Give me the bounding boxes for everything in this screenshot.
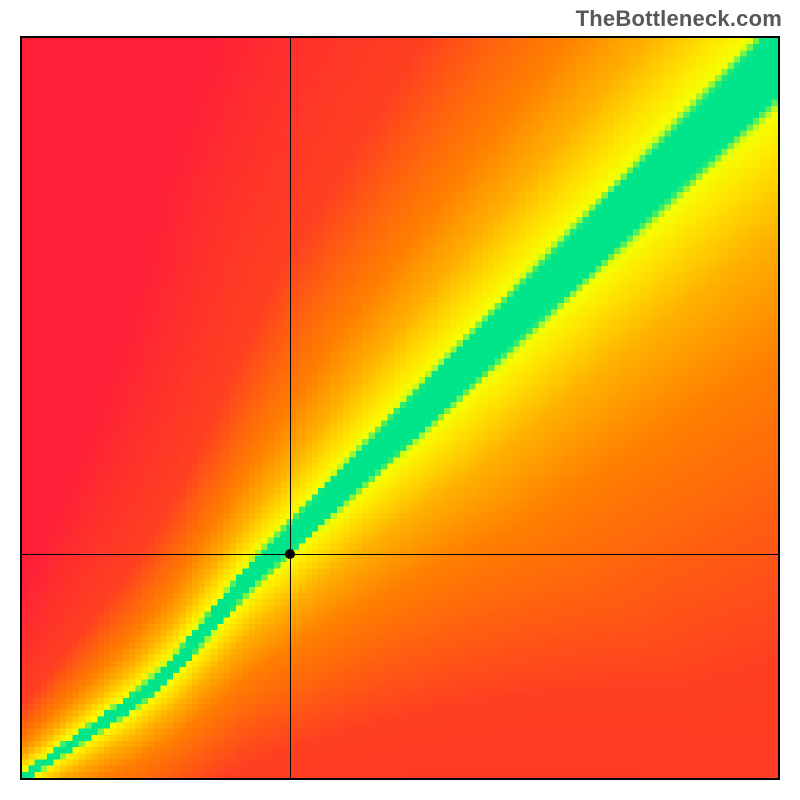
plot-area	[20, 36, 780, 780]
crosshair-horizontal	[22, 554, 778, 555]
bottleneck-heatmap	[22, 38, 778, 778]
watermark-text: TheBottleneck.com	[576, 6, 782, 32]
crosshair-vertical	[290, 38, 291, 778]
